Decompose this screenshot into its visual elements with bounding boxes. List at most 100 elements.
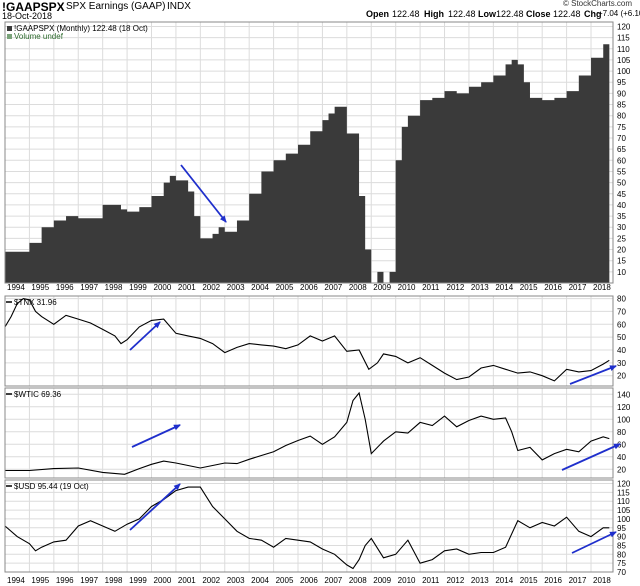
y-tick-label: 120	[617, 403, 631, 412]
y-tick-label: 70	[617, 134, 626, 143]
close-label: Close	[526, 9, 551, 19]
x-tick-label: 2018	[593, 576, 611, 585]
x-tick-label: 2012	[447, 283, 465, 292]
y-tick-label: 115	[617, 34, 630, 43]
y-tick-label: 30	[617, 359, 626, 368]
x-tick-label: 2018	[593, 283, 611, 292]
series-line	[4, 486, 610, 570]
trend-arrow	[129, 483, 181, 531]
x-tick-label: 2001	[178, 576, 196, 585]
x-tick-label: 2016	[544, 283, 562, 292]
trend-arrow	[180, 164, 227, 223]
y-tick-label: 40	[617, 453, 626, 462]
panel-border	[4, 295, 614, 387]
x-tick-label: 2014	[495, 576, 513, 585]
trend-arrow	[569, 365, 617, 385]
x-tick-label: 2009	[373, 576, 391, 585]
y-tick-label: 110	[617, 497, 630, 506]
x-tick-label: 2007	[324, 283, 342, 292]
x-tick-label: 1997	[80, 576, 98, 585]
y-tick-label: 75	[617, 559, 626, 568]
legend-label: Volume undef	[14, 32, 64, 41]
chg-value: +7.04 (+6.10%)	[598, 9, 640, 18]
y-tick-label: 85	[617, 541, 626, 550]
x-tick-label: 2006	[300, 576, 318, 585]
x-tick-label: 1999	[129, 576, 147, 585]
x-tick-label: 2003	[227, 576, 245, 585]
x-tick-label: 2008	[349, 283, 367, 292]
trend-arrow	[131, 424, 181, 448]
x-tick-label: 2010	[398, 576, 416, 585]
x-tick-label: 2005	[276, 576, 294, 585]
low-value: 122.48	[496, 9, 524, 19]
y-tick-label: 50	[617, 333, 626, 342]
x-tick-label: 1997	[80, 283, 98, 292]
y-tick-label: 80	[617, 428, 626, 437]
y-tick-label: 90	[617, 89, 626, 98]
symbol-title: !GAAPSPX	[2, 0, 65, 14]
legend-swatch	[7, 34, 12, 39]
x-tick-label: 2013	[471, 576, 489, 585]
x-tick-label: 2000	[154, 283, 172, 292]
y-tick-label: 70	[617, 568, 626, 577]
x-tick-label: 2012	[447, 576, 465, 585]
legend-label: $TNX 31.96	[14, 298, 57, 307]
x-tick-label: 2017	[569, 576, 587, 585]
x-tick-label: 2015	[520, 576, 538, 585]
trend-arrow	[561, 443, 621, 471]
high-label: High	[424, 9, 444, 19]
panel-border	[4, 21, 614, 284]
y-tick-label: 60	[617, 440, 626, 449]
exchange-label: INDX	[167, 1, 191, 12]
x-tick-label: 2004	[251, 576, 269, 585]
x-tick-label: 1998	[105, 576, 123, 585]
security-name: SPX Earnings (GAAP)	[66, 1, 166, 12]
x-tick-label: 1998	[105, 283, 123, 292]
y-tick-label: 100	[617, 67, 631, 76]
y-tick-label: 80	[617, 112, 626, 121]
y-tick-label: 20	[617, 246, 626, 255]
x-tick-label: 2015	[520, 283, 538, 292]
x-tick-label: 2013	[471, 283, 489, 292]
y-tick-label: 95	[617, 78, 626, 87]
x-tick-label: 2000	[154, 576, 172, 585]
panel-border	[4, 479, 614, 573]
legend-label: $WTIC 69.36	[14, 390, 62, 399]
x-tick-label: 1999	[129, 283, 147, 292]
x-tick-label: 2002	[202, 283, 220, 292]
y-tick-label: 105	[617, 506, 631, 515]
chart-header: !GAAPSPX SPX Earnings (GAAP) INDX 18-Oct…	[0, 0, 640, 22]
y-tick-label: 115	[617, 488, 630, 497]
y-tick-label: 40	[617, 201, 626, 210]
x-tick-label: 2007	[324, 576, 342, 585]
x-tick-label: 2003	[227, 283, 245, 292]
y-tick-label: 110	[617, 45, 630, 54]
y-tick-label: 105	[617, 56, 631, 65]
y-tick-label: 70	[617, 307, 626, 316]
series-line	[4, 298, 610, 382]
y-tick-label: 15	[617, 257, 626, 266]
x-tick-label: 2002	[202, 576, 220, 585]
y-tick-label: 60	[617, 156, 626, 165]
legend-swatch	[7, 26, 12, 31]
x-tick-label: 2008	[349, 576, 367, 585]
y-tick-label: 120	[617, 22, 631, 31]
y-tick-label: 25	[617, 234, 626, 243]
y-tick-label: 75	[617, 123, 626, 132]
y-tick-label: 80	[617, 295, 626, 304]
x-tick-label: 2005	[276, 283, 294, 292]
panel-border	[4, 387, 614, 479]
y-tick-label: 10	[617, 268, 626, 277]
stockcharts-credit: © StockCharts.com	[563, 0, 633, 8]
x-tick-label: 2017	[569, 283, 587, 292]
x-tick-label: 1996	[56, 283, 74, 292]
y-tick-label: 40	[617, 346, 626, 355]
y-tick-label: 60	[617, 320, 626, 329]
open-label: Open	[366, 9, 390, 19]
x-tick-label: 2004	[251, 283, 269, 292]
series-line	[5, 391, 610, 475]
y-tick-label: 55	[617, 167, 626, 176]
legend-label: !GAAPSPX (Monthly) 122.48 (18 Oct)	[14, 24, 148, 33]
trend-arrow	[129, 321, 161, 351]
